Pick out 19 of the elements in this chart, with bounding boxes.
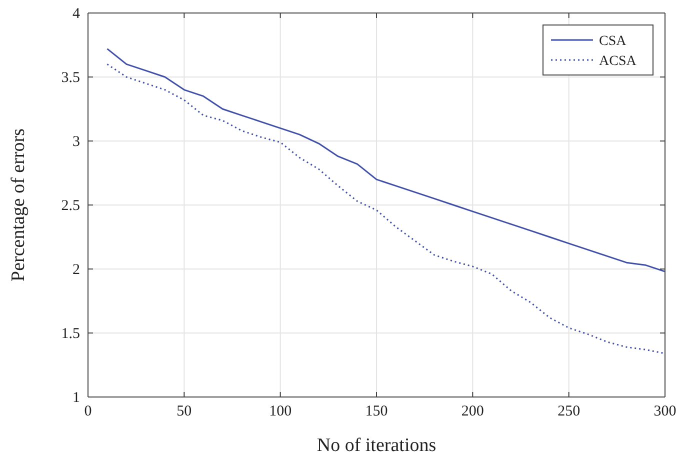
y-tick-label: 1.5 [61,326,80,342]
x-axis-title: No of iterations [316,435,436,455]
y-tick-label: 2 [72,262,80,278]
legend-label: CSA [599,34,628,49]
x-tick-label: 50 [176,404,192,420]
x-tick-label: 100 [269,404,292,420]
x-tick-label: 150 [365,404,388,420]
y-tick-label: 3 [72,134,80,150]
x-tick-label: 0 [84,404,92,420]
y-tick-label: 3.5 [61,70,80,86]
x-tick-label: 200 [461,404,484,420]
y-tick-label: 4 [72,6,80,22]
y-tick-label: 1 [72,390,80,406]
x-tick-label: 300 [654,404,676,420]
line-series [106,48,666,272]
x-tick-label: 250 [558,404,580,420]
y-axis-title: Percentage of errors [8,128,29,282]
y-tick-label: 2.5 [61,198,80,214]
legend-label: ACSA [599,54,638,69]
